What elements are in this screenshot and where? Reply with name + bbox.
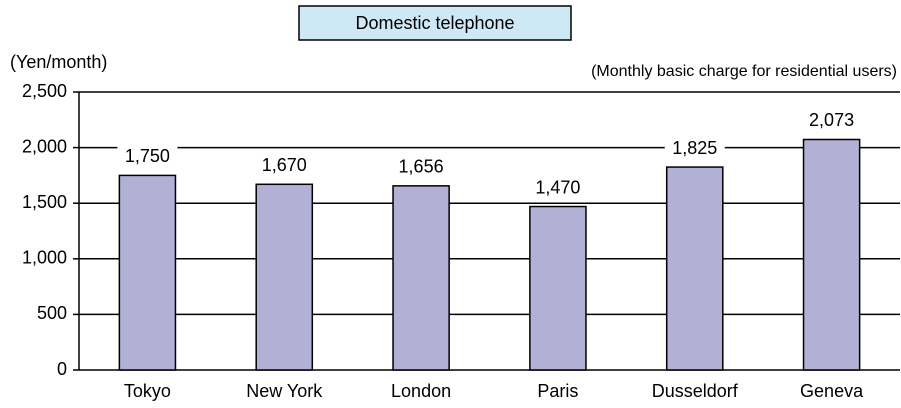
value-label: 1,825: [672, 138, 717, 158]
x-tick-label: Paris: [537, 381, 578, 401]
value-label-bg: [527, 176, 588, 199]
y-tick-label: 1,000: [22, 248, 67, 268]
bar: [529, 205, 587, 371]
title-box: [298, 5, 572, 41]
bar: [255, 183, 314, 371]
chart-subtitle: (Monthly basic charge for residential us…: [591, 63, 897, 80]
bar: [802, 138, 861, 371]
value-label: 1,470: [535, 177, 580, 197]
value-label: 1,670: [262, 155, 307, 175]
bar: [392, 185, 450, 371]
y-tick-label: 500: [37, 303, 67, 323]
value-label-bg: [254, 154, 315, 177]
value-label: 2,073: [809, 110, 854, 130]
x-tick-label: New York: [246, 381, 323, 401]
y-tick-label: 1,500: [22, 192, 67, 212]
bar: [665, 166, 724, 371]
x-tick-label: Dusseldorf: [652, 381, 739, 401]
chart-title: Domestic telephone: [355, 13, 514, 33]
value-label-bg: [117, 145, 178, 168]
value-label-bg: [391, 155, 452, 178]
x-tick-label: London: [391, 381, 451, 401]
y-axis-label: (Yen/month): [10, 52, 107, 72]
y-tick-label: 0: [57, 359, 67, 379]
value-label-bg: [664, 137, 725, 160]
x-tick-label: Geneva: [800, 381, 864, 401]
value-label: 1,656: [399, 157, 444, 177]
y-tick-label: 2,000: [22, 136, 67, 156]
value-label: 1,750: [125, 146, 170, 166]
value-label-bg: [801, 109, 862, 132]
x-tick-label: Tokyo: [124, 381, 171, 401]
bar: [118, 174, 177, 371]
y-tick-label: 2,500: [22, 81, 67, 101]
